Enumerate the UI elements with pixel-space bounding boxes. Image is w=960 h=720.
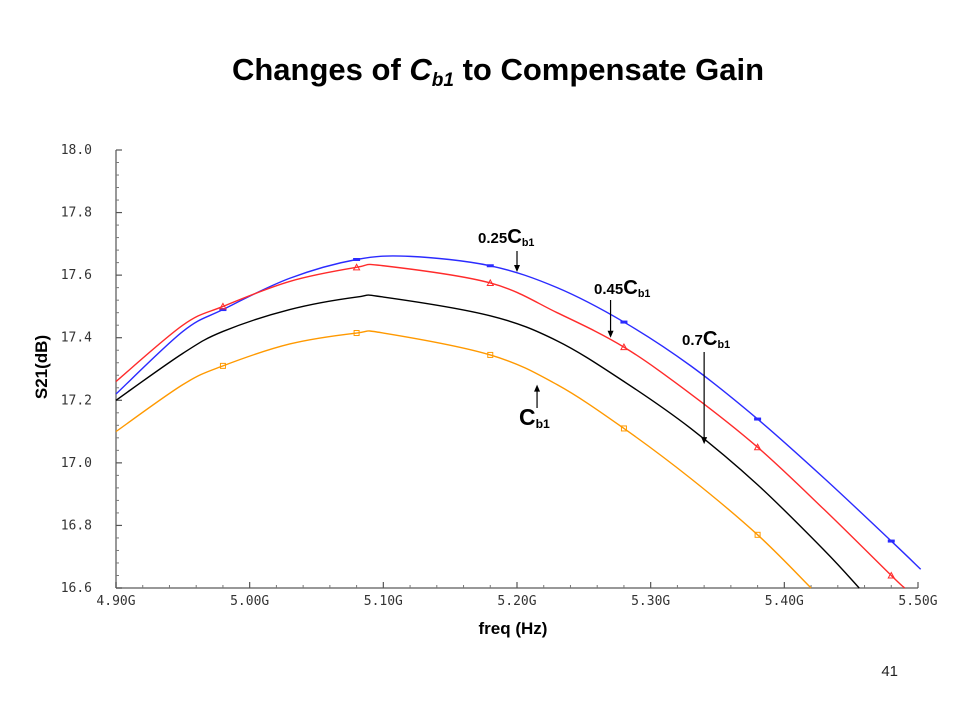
annotation-label-07cb1: 0.7Cb1 <box>682 328 730 351</box>
annotation-arrow-025cb1-head <box>514 265 520 273</box>
annotation-arrow-cb1-head <box>534 384 541 392</box>
annotation-label-cb1: Cb1 <box>519 404 550 431</box>
y-tick-label: 16.8 <box>61 518 92 533</box>
y-tick-label: 17.0 <box>61 456 92 471</box>
series-marker <box>487 351 494 358</box>
annotation-arrow-07cb1-head <box>701 437 708 445</box>
series-marker <box>887 539 895 543</box>
y-axis-label: S21(dB) <box>32 335 51 399</box>
chart-annotations: 0.25Cb1 0.45Cb1 0.7Cb1 Cb1 <box>478 226 730 445</box>
x-tick-label: 5.10G <box>364 594 403 609</box>
slide-number: 41 <box>881 663 898 680</box>
title-suffix: to Compensate Gain <box>453 52 765 87</box>
series-marker <box>754 417 762 421</box>
x-tick-label: 5.50G <box>898 594 937 609</box>
x-tick-label: 5.00G <box>230 594 269 609</box>
x-tick-label: 5.20G <box>497 594 536 609</box>
annotation-label-025cb1: 0.25Cb1 <box>478 226 534 249</box>
series-line-3 <box>115 330 812 589</box>
series-marker <box>754 531 761 538</box>
series-marker <box>753 443 762 451</box>
x-tick-label: 5.30G <box>631 594 670 609</box>
series-marker <box>219 362 226 369</box>
series-marker <box>620 425 627 432</box>
y-tick-label: 17.8 <box>61 206 92 221</box>
x-tick-label: 5.40G <box>765 594 804 609</box>
x-axis-label: freq (Hz) <box>479 619 548 638</box>
series-marker <box>620 343 628 351</box>
chart-series <box>115 255 922 589</box>
slide-title: Changes of Cb1 to Compensate Gain <box>0 52 960 92</box>
chart-axes <box>115 150 918 589</box>
series-marker <box>486 278 495 286</box>
x-tick-label: 4.90G <box>96 594 135 609</box>
y-tick-label: 17.4 <box>61 331 92 346</box>
series-marker <box>219 302 227 310</box>
chart-ticks: 16.6 16.8 17.0 17.2 17.4 17.6 17.8 18.0 4.90G 5.0… <box>61 143 938 609</box>
y-tick-label: 17.2 <box>61 393 92 408</box>
annotation-arrow-045cb1-head <box>607 330 614 338</box>
annotation-label-045cb1: 0.45Cb1 <box>594 277 650 300</box>
series-line-1 <box>115 263 906 589</box>
series-marker <box>620 320 628 324</box>
series-line-2 <box>115 294 860 589</box>
y-tick-label: 16.6 <box>61 581 92 596</box>
title-prefix: Changes of <box>231 52 410 87</box>
title-variable: C <box>409 52 432 87</box>
series-marker <box>353 330 360 337</box>
y-tick-label: 18.0 <box>61 143 92 158</box>
series-marker <box>219 308 227 312</box>
series-marker <box>486 264 494 268</box>
series-marker <box>353 258 361 261</box>
title-subscript: b1 <box>431 70 454 91</box>
series-marker <box>352 263 361 271</box>
series-marker <box>887 571 896 579</box>
y-tick-label: 17.6 <box>61 268 92 283</box>
series-line-0 <box>115 255 922 570</box>
